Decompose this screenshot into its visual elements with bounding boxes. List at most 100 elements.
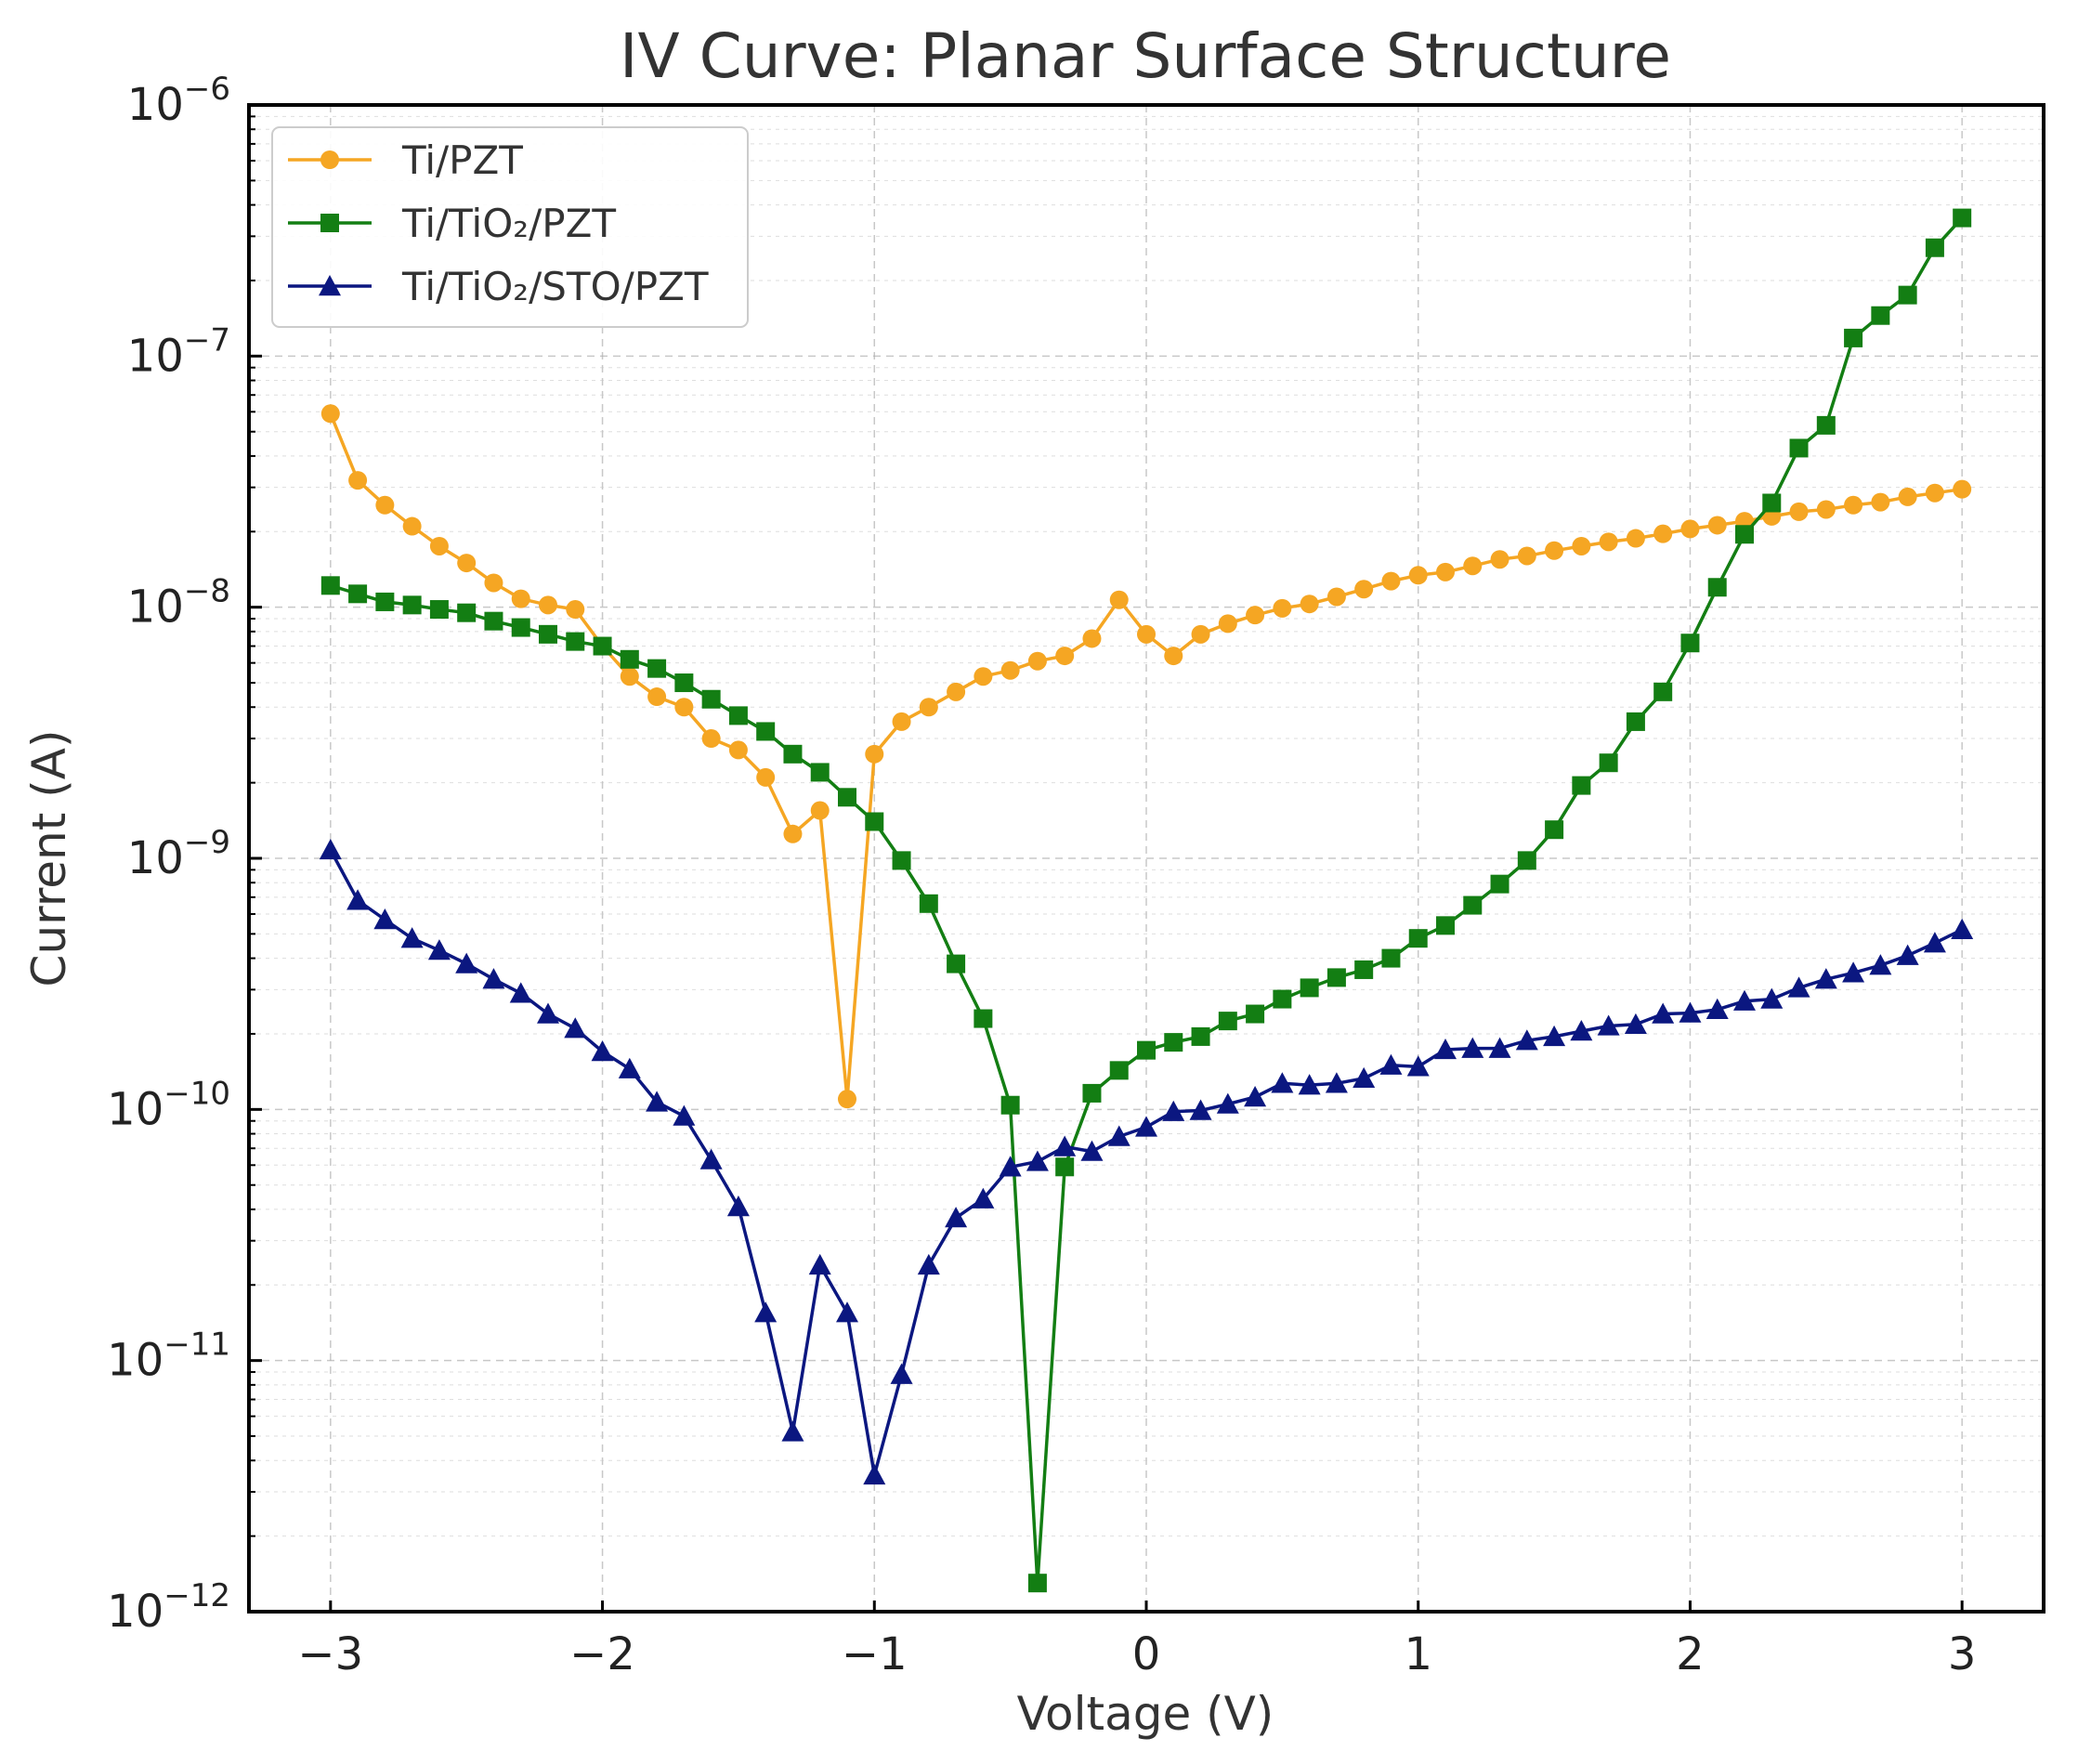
data-point <box>484 573 503 593</box>
data-point <box>1572 776 1591 795</box>
data-point <box>945 1207 968 1228</box>
series-3 <box>319 838 1974 1485</box>
data-point <box>429 536 449 555</box>
data-point <box>1844 328 1863 347</box>
x-tick-label: −1 <box>842 1628 908 1680</box>
data-point <box>1461 1037 1484 1058</box>
data-point <box>1406 1055 1430 1077</box>
data-point <box>838 788 856 807</box>
legend-swatch-marker <box>319 275 341 296</box>
data-point <box>1760 987 1784 1009</box>
x-tick-label: −2 <box>569 1628 635 1680</box>
data-point <box>917 1253 940 1275</box>
data-point <box>1379 1053 1403 1075</box>
data-point <box>1925 483 1944 503</box>
data-point <box>1679 1001 1702 1023</box>
data-point <box>674 673 694 693</box>
legend-swatch-marker <box>320 214 339 232</box>
data-point <box>1490 874 1509 894</box>
data-point <box>1246 606 1265 625</box>
y-tick-label: 10−6 <box>127 71 230 131</box>
data-point <box>1244 1086 1267 1107</box>
data-point <box>1814 968 1837 989</box>
data-point <box>1053 1135 1077 1156</box>
data-point <box>1869 954 1892 975</box>
data-point <box>1246 1004 1265 1024</box>
data-point <box>673 1104 696 1126</box>
data-point <box>701 729 721 749</box>
data-point <box>1082 1083 1102 1103</box>
data-point <box>1436 562 1455 581</box>
data-point <box>1844 495 1863 515</box>
data-point <box>1707 578 1727 597</box>
data-point <box>646 1091 669 1112</box>
data-point <box>620 649 639 669</box>
data-point <box>1653 682 1673 701</box>
data-point <box>1951 918 1974 939</box>
data-point <box>1597 1014 1620 1036</box>
data-point <box>1109 590 1129 609</box>
data-point <box>1298 1074 1321 1095</box>
axis-ticks: −3 −2 −1 0 1 2 3 10−12 10−11 10−10 10−9 10−8 10−7 10−… <box>107 71 1976 1680</box>
data-point <box>457 603 477 622</box>
data-point <box>1271 1072 1294 1093</box>
data-point <box>1545 541 1564 560</box>
chart-title: IV Curve: Planar Surface Structure <box>620 20 1671 92</box>
legend-swatch-marker <box>320 150 339 169</box>
x-tick-label: 2 <box>1676 1628 1705 1680</box>
legend: Ti/PZT Ti/TiO₂/PZT Ti/TiO₂/STO/PZT <box>271 126 749 328</box>
data-point <box>509 982 532 1003</box>
data-point <box>1218 1012 1237 1031</box>
data-point <box>482 968 505 989</box>
y-tick-label: 10−9 <box>127 824 230 884</box>
data-point <box>1216 1092 1239 1114</box>
data-point <box>1680 634 1700 653</box>
data-point <box>1463 556 1483 576</box>
data-point <box>1572 536 1591 555</box>
data-point <box>890 1363 913 1384</box>
data-point <box>1408 929 1428 948</box>
data-point <box>618 1057 641 1078</box>
data-point <box>375 495 395 515</box>
data-point <box>810 763 830 782</box>
data-point <box>511 618 530 637</box>
data-point <box>539 624 557 644</box>
legend-box <box>271 126 749 328</box>
data-point <box>1626 529 1645 548</box>
data-point <box>728 740 748 760</box>
data-point <box>1055 647 1075 666</box>
legend-label: Ti/PZT <box>401 137 523 183</box>
series-2 <box>320 208 1972 1593</box>
data-point <box>1300 595 1319 614</box>
x-tick-label: 0 <box>1132 1628 1161 1680</box>
data-point <box>1027 651 1047 671</box>
data-point <box>320 404 340 424</box>
data-point <box>320 576 340 595</box>
y-tick-label: 10−10 <box>107 1075 230 1135</box>
data-point <box>1107 1125 1130 1146</box>
data-point <box>537 1002 559 1024</box>
data-point <box>1599 753 1618 773</box>
data-point <box>319 838 342 860</box>
data-point <box>863 1463 886 1485</box>
data-point <box>429 600 449 620</box>
y-tick-label: 10−7 <box>127 321 230 382</box>
data-point <box>1191 624 1210 644</box>
data-point <box>348 584 368 604</box>
data-point <box>1706 998 1729 1019</box>
data-point <box>974 667 993 686</box>
data-point <box>1381 948 1401 968</box>
data-point <box>701 689 721 709</box>
data-point <box>1189 1099 1212 1120</box>
data-point <box>1327 587 1346 607</box>
data-point <box>674 698 694 717</box>
data-point <box>838 1090 856 1109</box>
x-tick-label: −3 <box>297 1628 363 1680</box>
data-point <box>1218 614 1237 634</box>
data-point <box>783 824 803 843</box>
data-point <box>348 471 368 490</box>
data-point <box>373 908 397 930</box>
data-point <box>808 1253 831 1275</box>
data-point <box>1570 1020 1593 1041</box>
data-point <box>511 589 530 608</box>
